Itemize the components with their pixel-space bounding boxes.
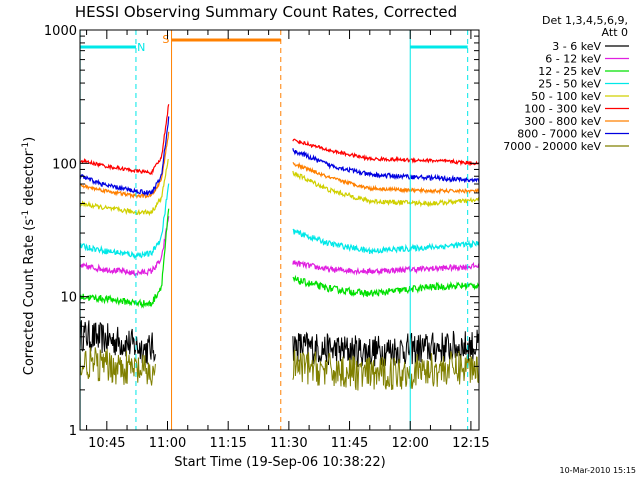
series-trace [292,148,480,184]
legend-header: Det 1,3,4,5,6,9, [542,14,628,27]
x-tick-label: 11:45 [331,436,368,451]
night-flag-label: N [137,41,145,54]
series-trace [292,329,480,367]
legend-header: Att 0 [602,26,628,39]
series-800-7000-kev [79,116,480,197]
series-25-50-kev [79,183,480,260]
y-tick-label: 1 [69,424,77,439]
legend-entry-label: 25 - 50 keV [538,78,601,91]
series-trace [292,274,480,298]
series-trace [79,216,170,277]
series-trace [292,170,480,208]
series-7000-20000-kev [79,347,480,391]
x-tick-label: 11:30 [270,436,307,451]
legend-entry-label: 12 - 25 keV [538,65,601,78]
saa-flag-label: S [162,33,169,46]
series-12-25-kev [79,208,480,309]
x-tick-label: 11:15 [209,436,246,451]
series-trace [292,138,480,167]
series-trace [79,104,170,176]
series-trace [79,183,170,260]
series-3-6-kev [79,320,480,367]
data-layer [79,104,480,391]
x-tick-label: 11:00 [149,436,186,451]
series-trace [292,162,480,195]
legend-entry-label: 7000 - 20000 keV [503,140,601,153]
x-tick-label: 10:45 [88,436,125,451]
series-300-800-kev [79,131,480,200]
x-axis-label: Start Time (19-Sep-06 10:38:22) [174,455,385,470]
y-axis-label: Corrected Count Rate (s-1 detector-1) [21,137,37,375]
legend-entry-label: 800 - 7000 keV [517,128,601,141]
series-50-100-kev [79,158,480,217]
series-6-12-kev [79,216,480,277]
legend-entry-label: 3 - 6 keV [552,40,601,53]
legend-entry-label: 300 - 800 keV [524,115,601,128]
series-trace [79,158,169,217]
series-trace [79,131,170,200]
x-tick-label: 12:00 [391,436,428,451]
series-trace [292,228,480,255]
y-tick-label: 10 [60,291,77,306]
series-trace [79,208,170,309]
series-trace [79,116,170,197]
y-tick-label: 1000 [44,24,77,39]
legend-entry-label: 100 - 300 keV [524,103,601,116]
footer-date: 10-Mar-2010 15:15 [560,466,637,475]
series-trace [292,349,480,391]
series-trace [79,347,156,386]
series-100-300-kev [79,104,480,176]
plot-frame [79,29,480,431]
chart-title: HESSI Observing Summary Count Rates, Cor… [75,3,457,21]
x-tick-label: 12:15 [452,436,489,451]
series-trace [292,260,480,276]
legend-entry-label: 6 - 12 keV [545,53,601,66]
y-tick-label: 100 [52,157,77,172]
axis-layer: 1 10 100 1000 10:45 11:00 11:15 11:30 11:45 12:00… [44,24,490,451]
legend-entry-label: 50 - 100 keV [531,90,601,103]
